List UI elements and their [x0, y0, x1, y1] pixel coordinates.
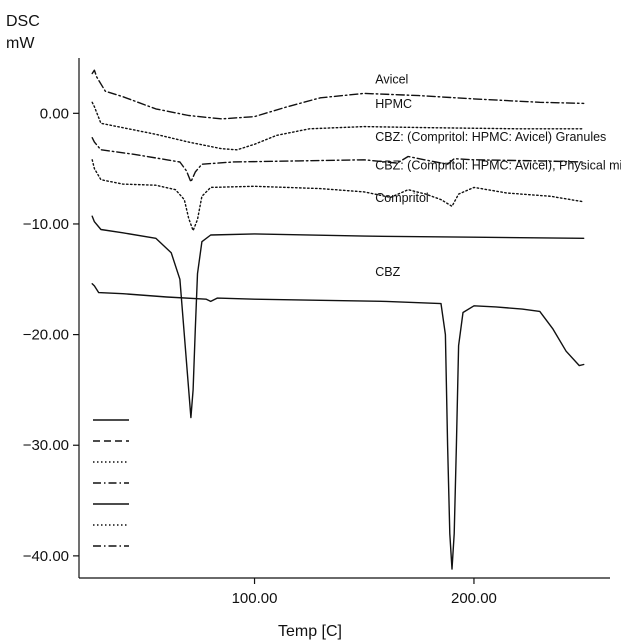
y-axis-title-line2: mW	[6, 35, 35, 52]
series-line-1	[91, 69, 585, 120]
legend-swatches	[93, 419, 129, 547]
series-labels: Avicel HPMC CBZ: (Compritol: HPMC: Avicel)…	[375, 72, 621, 279]
series-label-5: Compritol	[375, 191, 429, 205]
series-line-2	[91, 101, 585, 151]
y-tick-label: −30.00	[23, 437, 69, 454]
y-tick-label: 0.00	[40, 105, 69, 122]
series-line-5	[91, 215, 585, 419]
y-axis-title-line1: DSC	[6, 13, 40, 30]
series-label-3: CBZ: (Compritol: HPMC: Avicel) Granules	[375, 130, 606, 144]
x-tick-label: 200.00	[451, 590, 497, 607]
series-line-3	[91, 137, 585, 183]
series-label-1: Avicel	[375, 72, 408, 86]
y-tick-label: −40.00	[23, 548, 69, 565]
series-line-4	[91, 159, 585, 232]
series-label-6: CBZ	[375, 265, 400, 279]
y-axis-title: DSC mW	[6, 13, 40, 52]
x-axis-title: Temp [C]	[278, 623, 342, 640]
x-tick-label: 100.00	[232, 590, 278, 607]
series-label-2: HPMC	[375, 97, 412, 111]
y-tick-label: −20.00	[23, 327, 69, 344]
series-line-6	[91, 283, 585, 570]
x-ticks: 100.00 200.00	[232, 578, 497, 607]
curves	[91, 69, 585, 570]
series-label-4: CBZ: (Compritol: HPMC: Avicel), Physical…	[375, 159, 621, 173]
y-tick-label: −10.00	[23, 216, 69, 233]
y-ticks: 0.00 −10.00 −20.00 −30.00 −40.00	[23, 105, 79, 565]
